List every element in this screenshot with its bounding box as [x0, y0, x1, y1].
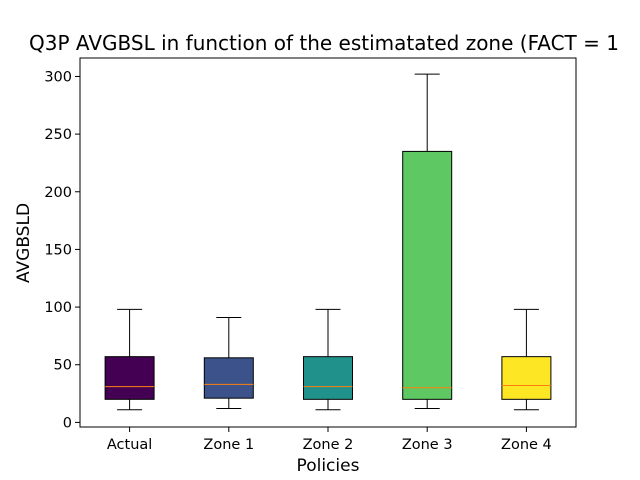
x-tick-label: Actual [107, 437, 152, 453]
x-tick-label: Zone 2 [303, 437, 354, 453]
x-tick-label: Zone 1 [203, 437, 254, 453]
x-axis-label: Policies [297, 456, 360, 476]
y-tick-label: 150 [44, 242, 72, 258]
axes-frame [79, 57, 577, 428]
plot-area: 0 50 100 150 200 250 300 Actual Zone 1 Zone 2 Zone… [44, 69, 551, 453]
y-tick-label: 100 [44, 300, 72, 316]
box-zone-1 [203, 357, 254, 399]
y-axis-label: AVGBSLD [14, 203, 34, 283]
x-tick-label: Zone 3 [402, 437, 453, 453]
chart-title: Q3P AVGBSL in function of the estimatate… [29, 31, 619, 55]
x-tick-label: Zone 4 [501, 437, 552, 453]
y-tick-label: 300 [44, 69, 72, 85]
y-tick-label: 0 [63, 415, 72, 431]
y-tick-label: 200 [44, 185, 72, 201]
y-tick-label: 50 [54, 358, 72, 374]
box-zone-3 [402, 150, 453, 400]
box-zone-2 [303, 356, 353, 400]
box-zone-4 [501, 356, 552, 400]
box-actual [104, 356, 155, 400]
y-tick-label: 250 [44, 127, 72, 143]
